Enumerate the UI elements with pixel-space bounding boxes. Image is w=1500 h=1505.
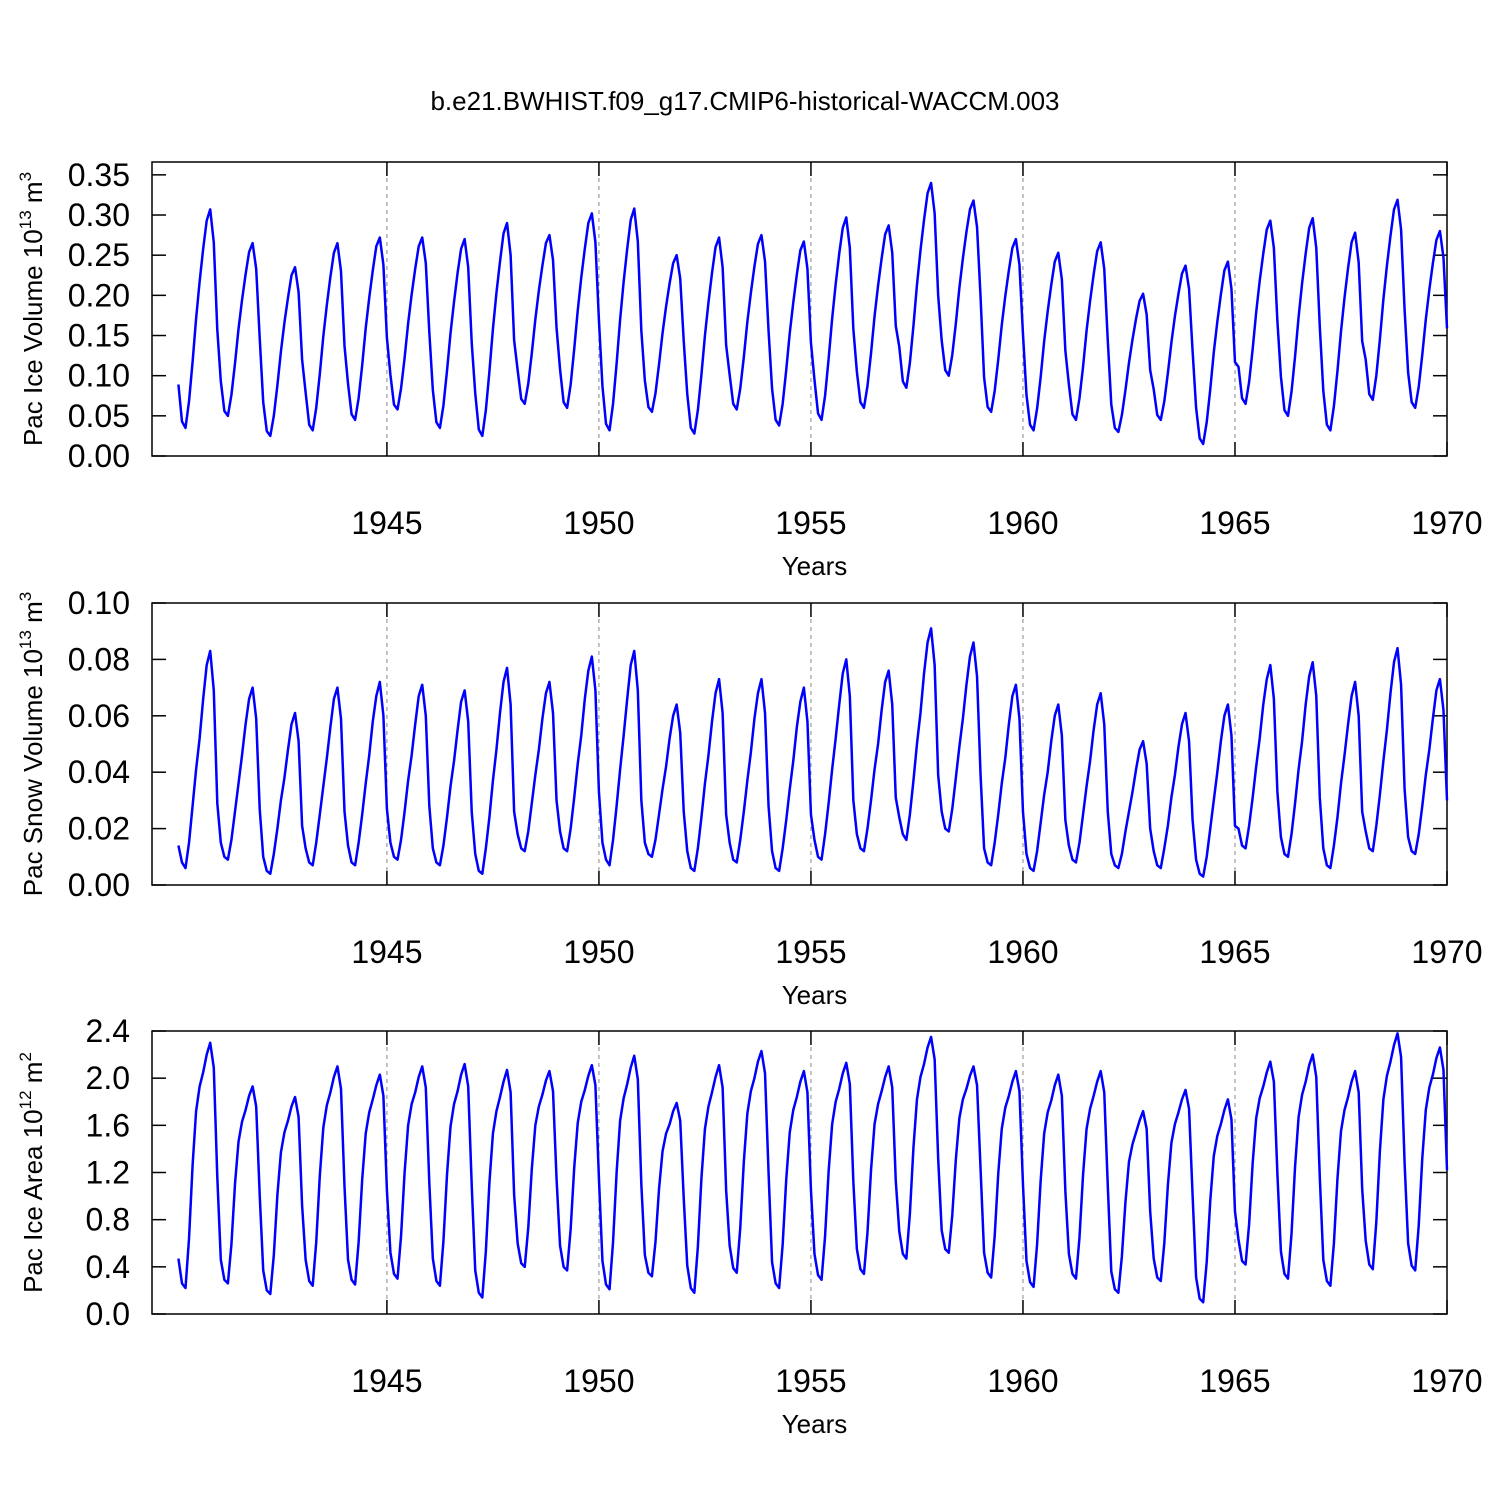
- y-tick-label: 0.10: [68, 358, 130, 394]
- y-label-exponent: 13: [16, 210, 35, 229]
- y-tick-label: 0.08: [68, 641, 130, 677]
- y-tick-label: 0.10: [68, 585, 130, 621]
- y-tick-label: 0.15: [68, 318, 130, 354]
- y-label-text: m: [18, 181, 48, 210]
- x-tick-label: 1970: [1411, 505, 1482, 541]
- series-line: [177, 1032, 1449, 1304]
- y-tick-label: 0.06: [68, 698, 130, 734]
- y-label-exponent: 12: [16, 1090, 35, 1109]
- y-tick-label: 0.04: [68, 754, 130, 790]
- y-label-exponent: 3: [16, 592, 35, 601]
- x-tick-label: 1955: [775, 934, 846, 970]
- series-line: [177, 181, 1449, 446]
- y-label-exponent: 3: [16, 172, 35, 181]
- x-tick-label: 1965: [1199, 934, 1270, 970]
- y-tick-label: 0.00: [68, 438, 130, 474]
- y-tick-label: 0.02: [68, 811, 130, 847]
- x-tick-label: 1950: [563, 1363, 634, 1399]
- series-line: [177, 627, 1449, 878]
- y-tick-label: 0.25: [68, 237, 130, 273]
- y-axis-label: Pac Ice Area 1012 m2: [16, 1052, 48, 1293]
- x-tick-label: 1945: [351, 1363, 422, 1399]
- y-label-text: m: [18, 1062, 48, 1091]
- x-tick-label: 1960: [987, 505, 1058, 541]
- y-label-exponent: 2: [16, 1052, 35, 1061]
- y-tick-label: 0.20: [68, 277, 130, 313]
- x-tick-label: 1965: [1199, 1363, 1270, 1399]
- x-tick-label: 1950: [563, 934, 634, 970]
- y-tick-label: 0.30: [68, 197, 130, 233]
- y-label-text: Pac Ice Area 10: [18, 1109, 48, 1293]
- y-tick-label: 0.8: [86, 1202, 130, 1238]
- x-tick-label: 1970: [1411, 934, 1482, 970]
- x-tick-label: 1950: [563, 505, 634, 541]
- y-tick-label: 0.35: [68, 157, 130, 193]
- x-tick-label: 1960: [987, 934, 1058, 970]
- y-label-text: m: [18, 601, 48, 630]
- plot-frame: [151, 161, 1448, 457]
- y-tick-label: 2.0: [86, 1060, 130, 1096]
- x-tick-label: 1945: [351, 505, 422, 541]
- y-tick-label: 0.05: [68, 398, 130, 434]
- y-tick-label: 0.0: [86, 1296, 130, 1332]
- x-axis-label: Years: [782, 551, 848, 581]
- y-axis-label: Pac Snow Volume 1013 m3: [16, 592, 48, 896]
- x-axis-label: Years: [782, 1409, 848, 1439]
- y-tick-label: 1.2: [86, 1155, 130, 1191]
- x-tick-label: 1945: [351, 934, 422, 970]
- chart-title: b.e21.BWHIST.f09_g17.CMIP6-historical-WA…: [430, 86, 1059, 116]
- x-tick-label: 1960: [987, 1363, 1058, 1399]
- y-label-text: Pac Snow Volume 10: [18, 649, 48, 896]
- plot-frame: [151, 602, 1448, 886]
- x-axis-label: Years: [782, 980, 848, 1010]
- y-tick-label: 2.4: [86, 1013, 130, 1049]
- y-tick-label: 0.4: [86, 1249, 130, 1285]
- x-tick-label: 1970: [1411, 1363, 1482, 1399]
- y-axis-label: Pac Ice Volume 1013 m3: [16, 172, 48, 446]
- y-label-exponent: 13: [16, 630, 35, 649]
- y-label-text: Pac Ice Volume 10: [18, 229, 48, 446]
- y-tick-label: 1.6: [86, 1107, 130, 1143]
- y-tick-label: 0.00: [68, 867, 130, 903]
- x-tick-label: 1955: [775, 505, 846, 541]
- x-tick-label: 1965: [1199, 505, 1270, 541]
- x-tick-label: 1955: [775, 1363, 846, 1399]
